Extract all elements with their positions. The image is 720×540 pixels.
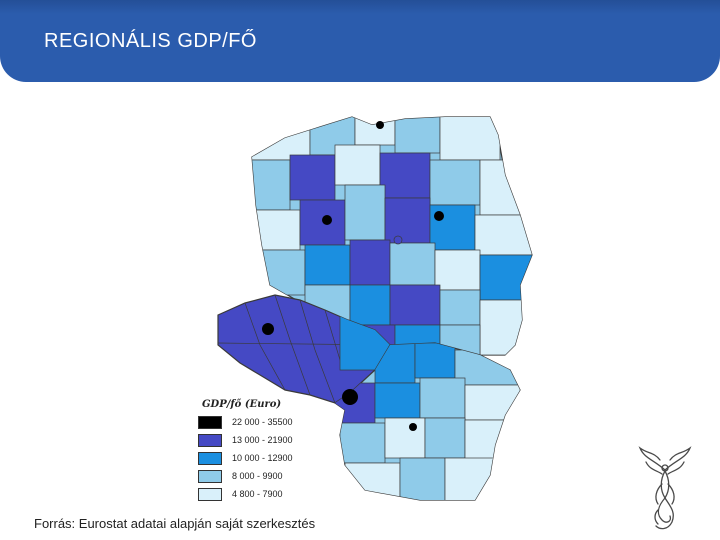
map-legend: GDP/fő (Euro) 22 000 - 35500 13 000 - 21… — [196, 398, 316, 506]
page-title: REGIONÁLIS GDP/FŐ — [44, 30, 257, 52]
south-regions — [333, 342, 521, 501]
city-dot — [409, 423, 417, 431]
legend-swatch — [198, 434, 222, 447]
city-dot — [262, 323, 274, 335]
czech-regions — [217, 294, 391, 404]
legend-label: 13 000 - 21900 — [232, 435, 293, 445]
map-svg — [217, 116, 533, 501]
legend-swatch — [198, 470, 222, 483]
legend-item: 4 800 - 7900 — [196, 488, 316, 502]
legend-item: 13 000 - 21900 — [196, 434, 316, 448]
city-dot — [322, 215, 332, 225]
source-caption: Forrás: Eurostat adatai alapján saját sz… — [34, 516, 316, 531]
phoenix-logo-icon — [636, 440, 694, 535]
legend-label: 4 800 - 7900 — [232, 489, 283, 499]
legend-item: 22 000 - 35500 — [196, 416, 316, 430]
legend-item: 10 000 - 12900 — [196, 452, 316, 466]
legend-item: 8 000 - 9900 — [196, 470, 316, 484]
legend-label: 8 000 - 9900 — [232, 471, 283, 481]
regional-gdp-map — [190, 105, 535, 510]
header-banner: REGIONÁLIS GDP/FŐ — [0, 0, 720, 82]
legend-title: GDP/fő (Euro) — [202, 399, 282, 410]
legend-swatch — [198, 452, 222, 465]
city-dot — [342, 389, 358, 405]
legend-label: 10 000 - 12900 — [232, 453, 293, 463]
city-dot — [434, 211, 444, 221]
poland-regions — [251, 116, 533, 356]
city-dot — [393, 235, 403, 245]
legend-label: 22 000 - 35500 — [232, 417, 293, 427]
legend-swatch — [198, 416, 222, 429]
legend-swatch — [198, 488, 222, 501]
city-dot — [376, 121, 384, 129]
